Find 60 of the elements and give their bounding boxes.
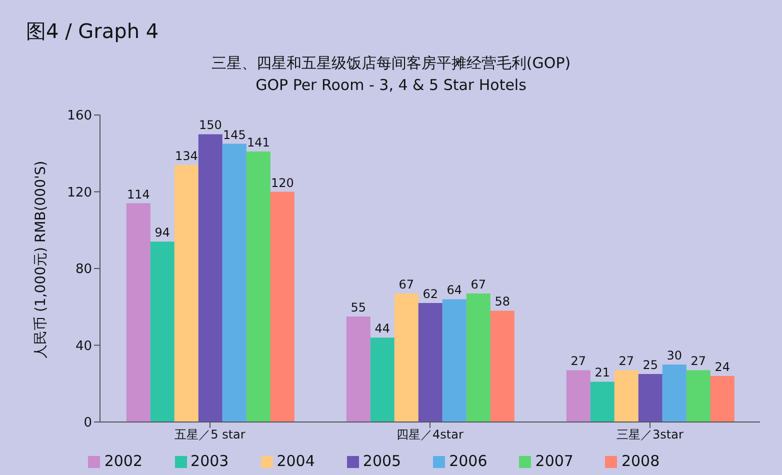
bar	[270, 192, 294, 422]
data-label: 120	[270, 176, 294, 190]
data-label: 94	[154, 226, 170, 240]
bar	[590, 382, 614, 422]
y-tick-label: 160	[67, 108, 92, 124]
x-tick-label: 五星／5 star	[174, 428, 246, 442]
legend-label: 2006	[449, 452, 488, 470]
bar	[662, 364, 686, 422]
bar	[394, 293, 418, 422]
y-tick-label: 0	[84, 416, 92, 431]
data-label: 44	[374, 322, 390, 336]
x-tick-label: 三星／3star	[616, 428, 684, 442]
y-tick-label: 80	[75, 262, 92, 278]
bar	[710, 376, 734, 422]
data-label: 30	[666, 348, 682, 362]
data-label: 55	[350, 300, 366, 314]
bar	[686, 370, 710, 422]
data-label: 134	[174, 148, 198, 163]
y-tick-label: 120	[67, 185, 92, 200]
bar	[198, 134, 222, 422]
data-label: 64	[446, 283, 462, 298]
legend-label: 2003	[190, 452, 229, 470]
data-label: 150	[198, 118, 222, 132]
legend-label: 2004	[276, 452, 315, 470]
bar	[442, 299, 466, 422]
bar	[346, 316, 370, 422]
bar	[418, 303, 442, 422]
data-label: 145	[222, 128, 246, 142]
bar	[126, 203, 150, 422]
bar	[614, 370, 638, 422]
bar	[466, 293, 490, 422]
data-label: 25	[642, 358, 658, 372]
bar	[150, 242, 174, 422]
data-label: 27	[690, 354, 706, 368]
chart-subtitle: 三星、四星和五星级饭店每间客房平摊经营毛利(GOP) GOP Per Room - 3, 4 & 5 Star Hotels	[210, 53, 572, 96]
chart-title: 图4 / Graph 4	[26, 18, 159, 45]
data-label: 67	[470, 277, 486, 292]
data-label: 27	[618, 354, 634, 368]
legend-label: 2007	[535, 452, 574, 470]
bar	[174, 164, 198, 422]
data-label: 21	[594, 366, 610, 380]
legend-label: 2002	[104, 452, 143, 470]
legend-label: 2008	[621, 452, 660, 470]
x-tick-label: 四星／4star	[396, 428, 464, 442]
data-label: 141	[246, 135, 270, 150]
bar	[246, 151, 270, 422]
bar	[638, 374, 662, 422]
data-label: 62	[422, 287, 438, 302]
data-label: 24	[714, 360, 730, 374]
legend-label: 2005	[362, 452, 402, 470]
bar	[222, 144, 246, 422]
data-label: 27	[570, 354, 586, 368]
data-label: 58	[494, 294, 510, 309]
y-axis-title: 人民币 (1,000元) RMB(000'S)	[32, 160, 49, 358]
data-label: 114	[126, 187, 150, 202]
bar	[490, 310, 514, 422]
bar	[370, 338, 394, 422]
bar	[566, 370, 590, 422]
y-tick-label: 40	[75, 338, 92, 354]
data-label: 67	[398, 277, 414, 292]
